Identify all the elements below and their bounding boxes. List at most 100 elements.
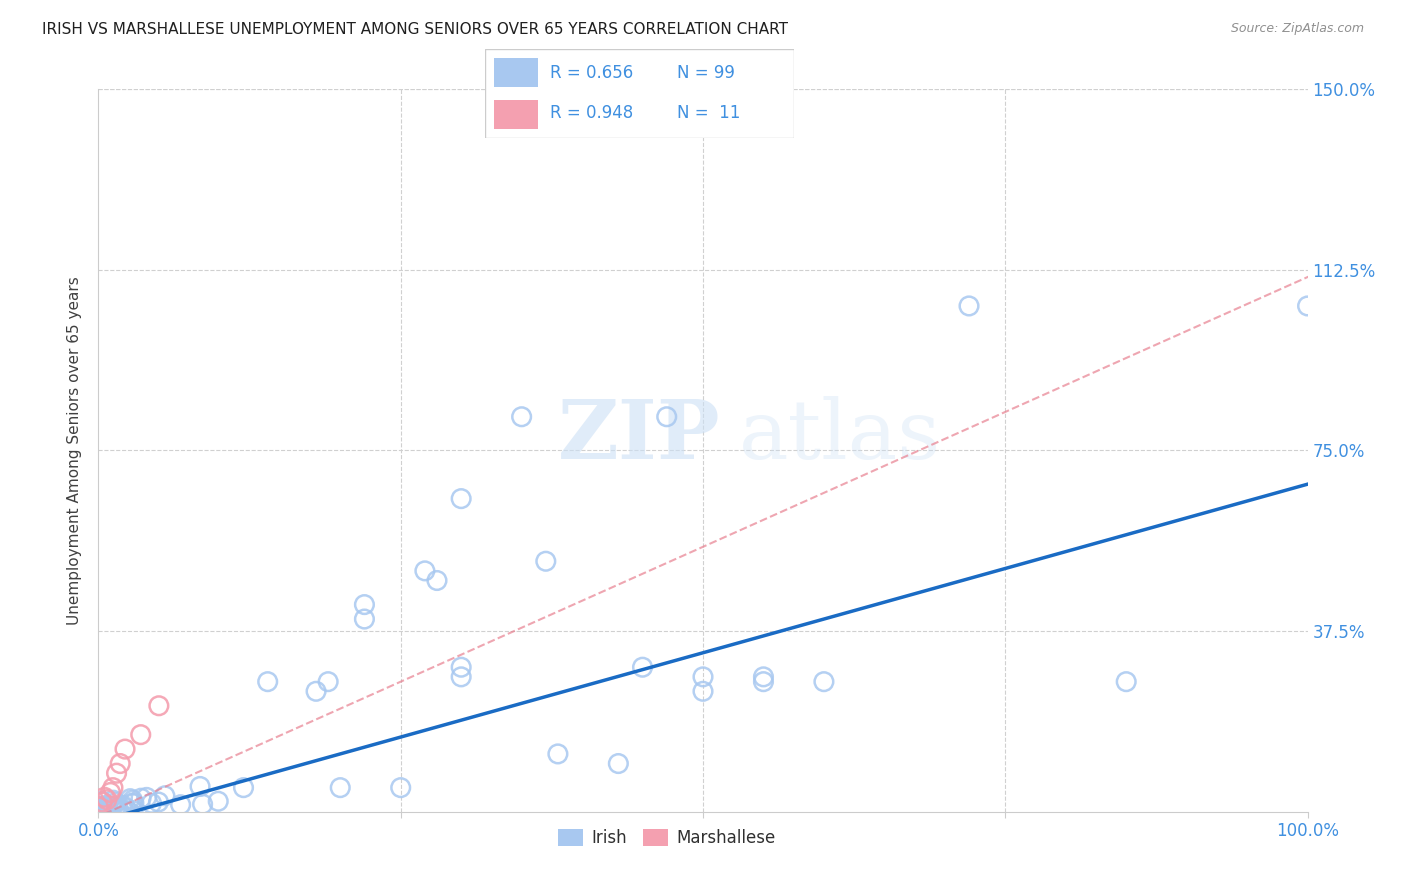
Point [752, 670, 775, 684]
Point [93, 804, 115, 818]
Point [114, 742, 136, 756]
Point [692, 684, 714, 698]
Point [93, 801, 115, 815]
Point [89, 803, 111, 817]
Point [112, 804, 135, 818]
Point [353, 612, 375, 626]
Point [153, 789, 176, 803]
Point [91, 794, 114, 808]
Point [534, 554, 557, 568]
Point [607, 756, 630, 771]
Point [389, 780, 412, 795]
Point [90, 803, 112, 817]
Point [104, 796, 127, 810]
Point [87, 804, 110, 818]
Text: R = 0.948: R = 0.948 [550, 104, 633, 122]
Point [450, 670, 472, 684]
Point [93, 803, 115, 817]
Point [89, 799, 111, 814]
Point [114, 801, 136, 815]
Point [93, 790, 115, 805]
Point [91, 803, 114, 817]
Point [256, 674, 278, 689]
Point [305, 684, 328, 698]
Point [94, 803, 117, 817]
Point [450, 491, 472, 506]
Point [118, 805, 141, 819]
Point [96, 803, 118, 817]
Point [101, 800, 124, 814]
Point [692, 670, 714, 684]
Point [89, 802, 111, 816]
Point [510, 409, 533, 424]
Point [1115, 674, 1137, 689]
Point [94, 805, 117, 819]
Point [105, 799, 128, 814]
Point [100, 785, 122, 799]
Point [93, 803, 115, 817]
Point [90, 801, 112, 815]
Text: R = 0.656: R = 0.656 [550, 64, 633, 82]
Point [141, 797, 163, 811]
Point [329, 780, 352, 795]
Point [89, 801, 111, 815]
Point [813, 674, 835, 689]
Point [96, 799, 118, 814]
Point [111, 802, 134, 816]
Point [93, 801, 115, 815]
Point [89, 805, 111, 819]
Point [232, 780, 254, 795]
Point [120, 791, 142, 805]
Point [91, 795, 114, 809]
Point [207, 794, 229, 808]
Point [96, 802, 118, 816]
Point [91, 805, 114, 819]
Point [631, 660, 654, 674]
Point [353, 598, 375, 612]
Point [89, 805, 111, 819]
Point [91, 803, 114, 817]
Point [87, 804, 110, 818]
Point [89, 805, 111, 819]
Point [121, 796, 143, 810]
Point [89, 803, 111, 817]
Text: ZIP: ZIP [558, 396, 720, 476]
Point [957, 299, 980, 313]
Point [103, 793, 125, 807]
Point [450, 660, 472, 674]
Point [91, 799, 114, 814]
Point [121, 793, 143, 807]
Point [105, 766, 128, 780]
Point [122, 796, 145, 810]
Point [752, 674, 775, 689]
Point [100, 799, 122, 814]
Point [148, 795, 170, 809]
Text: N = 99: N = 99 [676, 64, 735, 82]
Point [108, 756, 131, 771]
Point [93, 801, 115, 815]
Point [87, 800, 110, 814]
Text: atlas: atlas [740, 396, 942, 476]
Point [426, 574, 449, 588]
Point [94, 805, 117, 819]
Point [93, 802, 115, 816]
FancyBboxPatch shape [495, 58, 537, 87]
Point [90, 802, 112, 816]
Point [96, 793, 118, 807]
FancyBboxPatch shape [485, 49, 794, 138]
Text: Source: ZipAtlas.com: Source: ZipAtlas.com [1230, 22, 1364, 36]
Point [101, 780, 124, 795]
Point [97, 805, 120, 819]
Point [111, 798, 134, 813]
Point [105, 803, 128, 817]
Point [135, 790, 157, 805]
Point [129, 728, 152, 742]
Point [547, 747, 569, 761]
Point [90, 802, 112, 816]
Point [87, 802, 110, 816]
Point [148, 698, 170, 713]
Point [188, 780, 211, 794]
FancyBboxPatch shape [495, 100, 537, 129]
Point [89, 800, 111, 814]
Point [94, 803, 117, 817]
